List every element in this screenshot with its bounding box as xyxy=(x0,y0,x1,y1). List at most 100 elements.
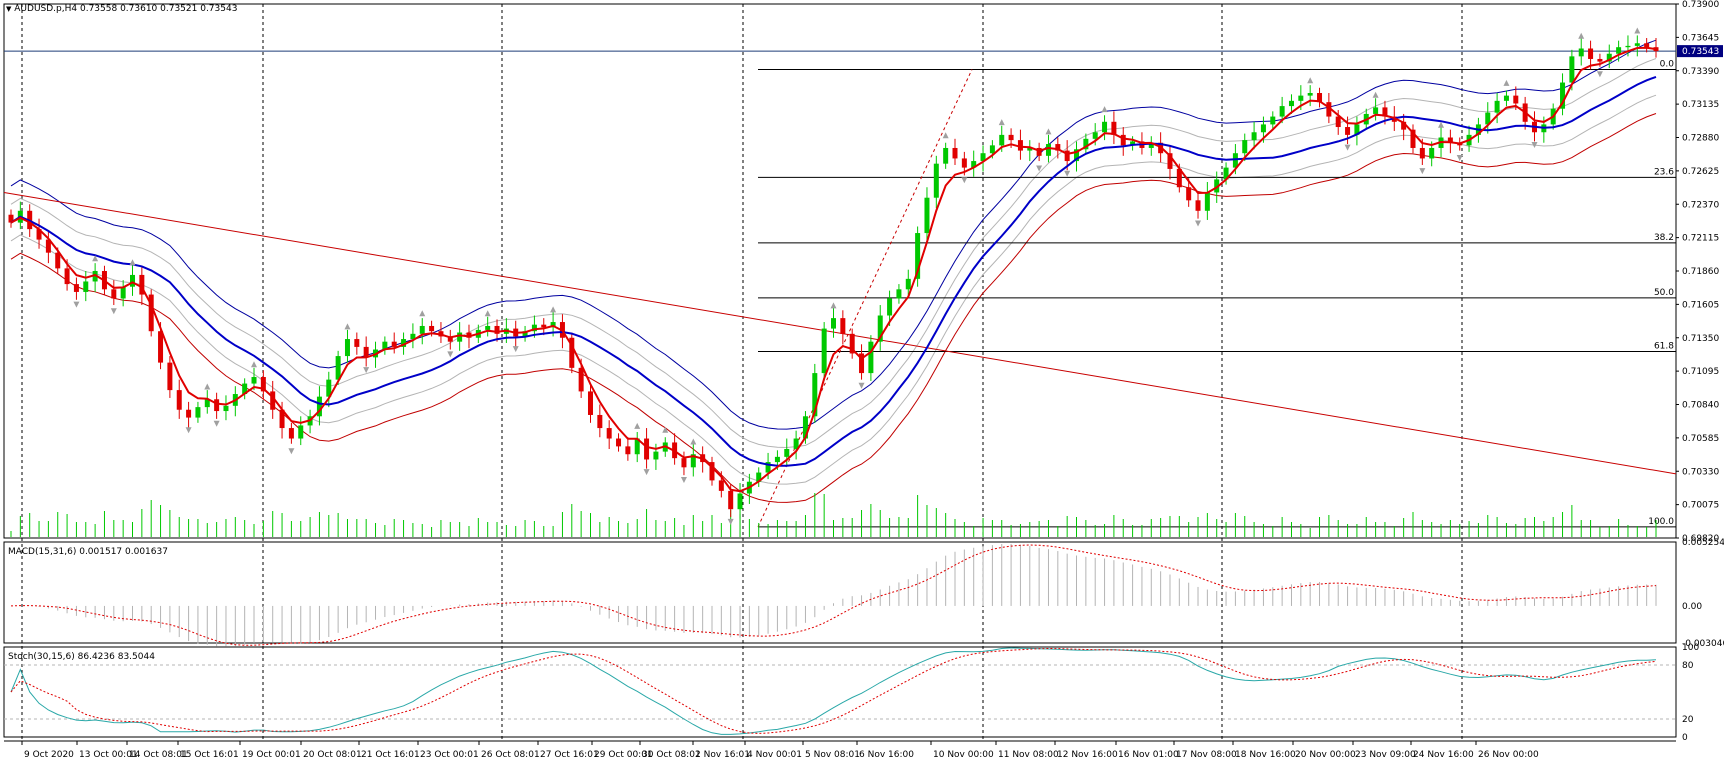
candle-body[interactable] xyxy=(550,322,556,328)
candle-body[interactable] xyxy=(1447,137,1453,143)
candle-body[interactable] xyxy=(401,339,407,347)
candle-body[interactable] xyxy=(1223,167,1229,180)
candle-body[interactable] xyxy=(8,214,14,223)
candle-body[interactable] xyxy=(1092,132,1098,139)
candle-body[interactable] xyxy=(1064,150,1070,162)
candle-body[interactable] xyxy=(73,284,79,292)
candle-body[interactable] xyxy=(522,331,528,337)
candle-body[interactable] xyxy=(1232,153,1238,168)
candle-body[interactable] xyxy=(1307,93,1313,96)
candle-body[interactable] xyxy=(195,407,201,418)
candle-body[interactable] xyxy=(354,339,360,347)
candle-body[interactable] xyxy=(1335,116,1341,128)
candle-body[interactable] xyxy=(1410,129,1416,148)
candle-body[interactable] xyxy=(1130,141,1136,146)
candle-body[interactable] xyxy=(868,341,874,374)
candle-body[interactable] xyxy=(905,278,911,290)
candle-body[interactable] xyxy=(120,286,126,299)
candle-body[interactable] xyxy=(335,356,341,380)
symbol-header[interactable]: ▼ AUDUSD.p,H4 0.73558 0.73610 0.73521 0.… xyxy=(6,4,237,14)
stochastic-pane[interactable] xyxy=(4,647,1676,735)
candle-body[interactable] xyxy=(410,333,416,340)
candle-body[interactable] xyxy=(1485,112,1491,125)
candle-body[interactable] xyxy=(877,315,883,342)
candle-body[interactable] xyxy=(784,449,790,457)
candle-body[interactable] xyxy=(653,451,659,460)
candle-body[interactable] xyxy=(1120,134,1126,146)
candle-body[interactable] xyxy=(644,438,650,460)
candle-body[interactable] xyxy=(1503,95,1509,101)
candle-body[interactable] xyxy=(1204,192,1210,211)
candle-body[interactable] xyxy=(1279,106,1285,117)
candle-body[interactable] xyxy=(1345,127,1351,135)
candle-body[interactable] xyxy=(326,379,332,397)
candle-body[interactable] xyxy=(204,399,210,408)
candle-body[interactable] xyxy=(1588,48,1594,59)
candle-body[interactable] xyxy=(1326,102,1332,117)
candle-body[interactable] xyxy=(1176,168,1182,188)
candle-body[interactable] xyxy=(578,367,584,392)
candle-body[interactable] xyxy=(1102,121,1108,133)
candle-body[interactable] xyxy=(1111,121,1117,135)
candle-body[interactable] xyxy=(1148,142,1154,148)
candle-body[interactable] xyxy=(45,239,51,253)
candle-body[interactable] xyxy=(344,339,350,357)
candle-body[interactable] xyxy=(186,409,192,418)
candle-body[interactable] xyxy=(896,289,902,299)
candle-body[interactable] xyxy=(251,377,257,384)
candle-body[interactable] xyxy=(765,462,771,473)
candle-body[interactable] xyxy=(625,446,631,455)
candle-body[interactable] xyxy=(737,493,743,510)
candle-body[interactable] xyxy=(457,332,463,342)
candle-body[interactable] xyxy=(64,268,70,285)
candle-body[interactable] xyxy=(1429,147,1435,159)
candle-body[interactable] xyxy=(1597,58,1603,62)
candle-body[interactable] xyxy=(802,416,808,439)
candle-body[interactable] xyxy=(849,333,855,354)
candle-body[interactable] xyxy=(139,274,145,295)
candle-body[interactable] xyxy=(1008,134,1014,141)
candle-body[interactable] xyxy=(943,147,949,164)
candle-body[interactable] xyxy=(466,332,472,338)
candle-body[interactable] xyxy=(709,462,715,481)
candle-body[interactable] xyxy=(1625,45,1631,48)
candle-body[interactable] xyxy=(1298,95,1304,101)
candle-body[interactable] xyxy=(1616,47,1622,54)
candle-body[interactable] xyxy=(429,325,435,332)
candle-body[interactable] xyxy=(447,336,453,342)
candle-body[interactable] xyxy=(298,425,304,439)
candle-body[interactable] xyxy=(1195,200,1201,211)
candle-body[interactable] xyxy=(288,428,294,439)
candle-body[interactable] xyxy=(1606,53,1612,62)
candle-body[interactable] xyxy=(531,324,537,332)
candle-body[interactable] xyxy=(494,325,500,334)
candle-body[interactable] xyxy=(92,271,98,282)
candle-body[interactable] xyxy=(1270,116,1276,125)
candle-body[interactable] xyxy=(1560,82,1566,109)
candle-body[interactable] xyxy=(1288,100,1294,107)
candle-body[interactable] xyxy=(1634,43,1640,46)
candle-body[interactable] xyxy=(1242,140,1248,154)
candle-body[interactable] xyxy=(980,153,986,162)
candle-body[interactable] xyxy=(1354,124,1360,135)
candle-body[interactable] xyxy=(541,324,547,328)
candle-body[interactable] xyxy=(36,229,42,240)
candle-body[interactable] xyxy=(728,490,734,510)
candle-body[interactable] xyxy=(597,414,603,429)
candle-body[interactable] xyxy=(1513,95,1519,104)
candle-body[interactable] xyxy=(1578,48,1584,57)
price-axis[interactable]: 0.73900 0.73645 0.73390 0.73135 0.72880 0.726… xyxy=(1676,0,1724,743)
candle-body[interactable] xyxy=(887,298,893,316)
candle-body[interactable] xyxy=(167,362,173,391)
candle-body[interactable] xyxy=(718,480,724,491)
candle-body[interactable] xyxy=(952,147,958,159)
candle-body[interactable] xyxy=(270,391,276,410)
price-pane[interactable]: 0.0 23.6 38.2 50.0 61.8 100.0 xyxy=(3,27,1677,537)
candle-body[interactable] xyxy=(634,438,640,455)
candle-body[interactable] xyxy=(148,294,154,332)
candle-body[interactable] xyxy=(1167,153,1173,169)
candle-body[interactable] xyxy=(1186,187,1192,201)
candle-body[interactable] xyxy=(616,438,622,447)
candle-body[interactable] xyxy=(859,353,865,374)
